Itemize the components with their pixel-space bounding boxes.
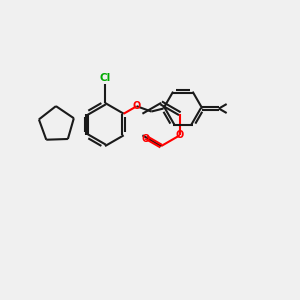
Text: O: O	[142, 134, 150, 144]
Text: O: O	[133, 101, 141, 111]
Text: Cl: Cl	[99, 73, 111, 83]
Text: O: O	[176, 130, 184, 140]
